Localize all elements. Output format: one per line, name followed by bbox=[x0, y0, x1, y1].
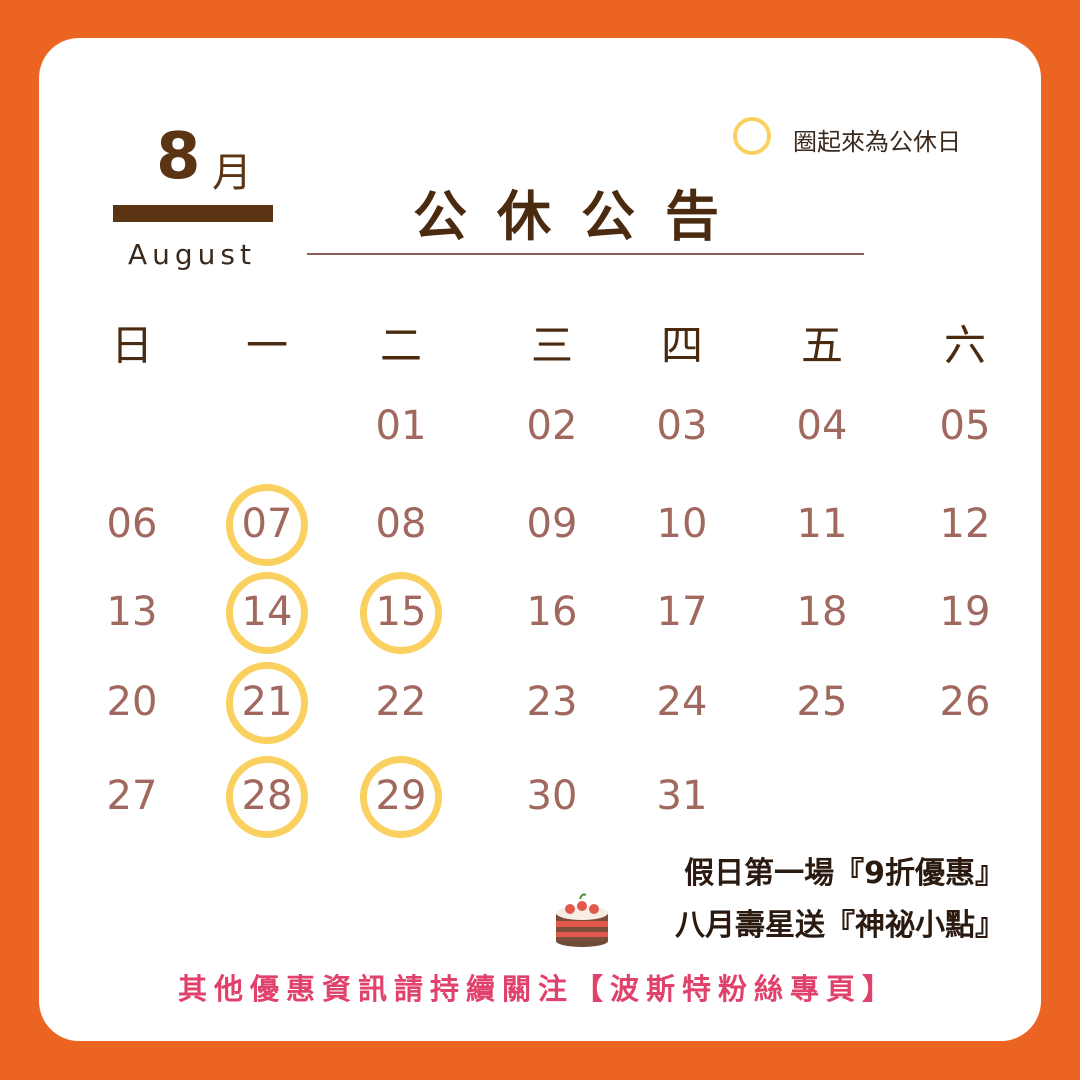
holiday-ring-icon bbox=[360, 756, 442, 838]
promo-line-2: 八月壽星送『神祕小點』 bbox=[675, 908, 1005, 943]
day-cell: 02 bbox=[526, 403, 578, 449]
day-cell-holiday: 29 bbox=[375, 773, 427, 819]
day-cell: 24 bbox=[656, 679, 708, 725]
day-cell-holiday: 07 bbox=[241, 501, 293, 547]
day-cell: 12 bbox=[939, 501, 991, 547]
month-number: 8 bbox=[156, 120, 201, 194]
legend-text: 圈起來為公休日 bbox=[793, 128, 961, 156]
day-cell: 06 bbox=[106, 501, 158, 547]
day-cell: 05 bbox=[939, 403, 991, 449]
weekday-label: 五 bbox=[800, 321, 843, 370]
day-cell: 08 bbox=[375, 501, 427, 547]
weekday-label: 日 bbox=[110, 321, 153, 370]
title-divider bbox=[307, 253, 864, 255]
day-cell: 16 bbox=[526, 589, 578, 635]
day-cell: 04 bbox=[796, 403, 848, 449]
day-cell: 25 bbox=[796, 679, 848, 725]
day-cell-holiday: 15 bbox=[375, 589, 427, 635]
day-cell: 30 bbox=[526, 773, 578, 819]
holiday-ring-icon bbox=[226, 572, 308, 654]
day-cell-holiday: 14 bbox=[241, 589, 293, 635]
month-label: 月 bbox=[212, 150, 252, 196]
day-cell: 22 bbox=[375, 679, 427, 725]
day-cell: 26 bbox=[939, 679, 991, 725]
weekday-label: 六 bbox=[943, 321, 986, 370]
day-cell: 20 bbox=[106, 679, 158, 725]
month-english: August bbox=[128, 238, 256, 271]
day-cell-holiday: 21 bbox=[241, 679, 293, 725]
day-cell: 23 bbox=[526, 679, 578, 725]
day-cell: 18 bbox=[796, 589, 848, 635]
month-underline bbox=[113, 205, 273, 222]
day-cell: 31 bbox=[656, 773, 708, 819]
day-cell: 13 bbox=[106, 589, 158, 635]
holiday-ring-icon bbox=[226, 484, 308, 566]
day-cell: 01 bbox=[375, 403, 427, 449]
day-cell: 27 bbox=[106, 773, 158, 819]
page-title: 公休公告 bbox=[413, 185, 749, 248]
day-cell: 17 bbox=[656, 589, 708, 635]
day-cell: 10 bbox=[656, 501, 708, 547]
holiday-ring-icon bbox=[360, 572, 442, 654]
footer-notice: 其他優惠資訊請持續關注【波斯特粉絲專頁】 bbox=[178, 972, 899, 1006]
day-cell: 09 bbox=[526, 501, 578, 547]
day-cell-holiday: 28 bbox=[241, 773, 293, 819]
cake-icon bbox=[556, 893, 608, 947]
ring-icon bbox=[733, 117, 771, 155]
day-cell: 03 bbox=[656, 403, 708, 449]
holiday-ring-icon bbox=[226, 756, 308, 838]
weekday-label: 一 bbox=[245, 321, 288, 370]
day-cell: 11 bbox=[796, 501, 848, 547]
holiday-ring-icon bbox=[226, 662, 308, 744]
weekday-label: 二 bbox=[379, 321, 422, 370]
weekday-label: 四 bbox=[660, 321, 703, 370]
day-cell: 19 bbox=[939, 589, 991, 635]
promo-line-1: 假日第一場『9折優惠』 bbox=[684, 856, 1005, 891]
weekday-label: 三 bbox=[530, 321, 573, 370]
